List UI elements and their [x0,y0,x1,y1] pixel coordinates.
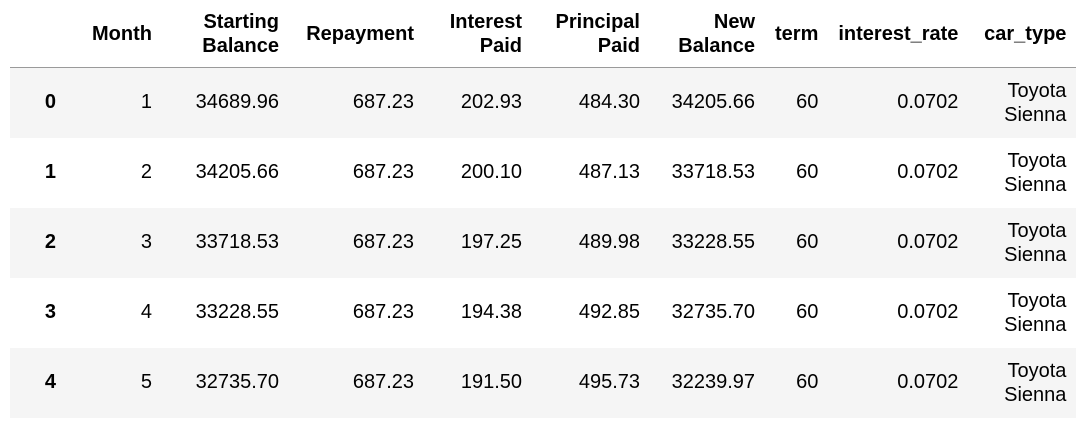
table-cell: 32239.97 [671,371,755,393]
table-cell: 32735.70 [195,371,279,393]
table-body: 0 1 34689.96 687.23 202.93 484.30 34205.66 60 0.… [10,67,1077,418]
row-index: 3 [44,301,56,323]
column-header: Starting Balance [162,0,289,68]
table-cell: 2 [140,161,152,183]
column-header: car_type [968,0,1076,68]
column-header: interest_rate [828,0,968,68]
table-cell: 60 [796,91,819,114]
table-header: Month Starting Balance Repayment Interest Pai… [10,0,1077,68]
column-header-label: Interest [449,10,522,33]
table-cell: 492.85 [578,301,640,323]
table-cell: 687.23 [352,371,414,393]
table-cell: 495.73 [578,371,640,393]
column-header-label: interest_rate [838,22,959,45]
table-cell: 34205.66 [195,161,279,183]
column-header-label: New [713,10,755,33]
table-cell: 484.30 [578,91,640,114]
table-cell: 34689.96 [195,91,279,114]
table-cell: 60 [796,371,819,393]
row-index: 2 [44,231,56,253]
table-row: 1 2 34205.66 687.23 200.10 487.13 33718.53 60 0.… [10,137,1077,208]
table-cell: 197.25 [460,231,522,253]
table-cell: 687.23 [352,161,414,183]
table-cell: 191.50 [460,371,522,393]
index-header [10,0,66,68]
table-cell: Toyota Sienna [1004,219,1067,266]
table-cell: 0.0702 [897,371,959,393]
table-cell: 32735.70 [671,301,755,323]
column-header: New Balance [650,0,765,68]
table-cell: 487.13 [578,161,640,183]
table-cell: 200.10 [460,161,522,183]
table-cell: 60 [796,161,819,183]
column-header-label: Month [92,22,152,45]
table-cell: Toyota Sienna [1004,289,1067,336]
table-row: 4 5 32735.70 687.23 191.50 495.73 32239.97 60 0.… [10,347,1077,418]
column-header-label: term [775,22,819,45]
table-cell: 0.0702 [897,231,959,253]
table-cell: 202.93 [460,91,522,114]
table-cell: 0.0702 [897,161,959,183]
table-cell: 33718.53 [195,231,279,253]
column-header: term [765,0,828,68]
column-header-label: car_type [984,22,1067,45]
row-index: 4 [44,371,56,393]
table-cell: 687.23 [352,91,414,114]
table-cell: 60 [796,301,819,323]
table-cell: 5 [140,371,152,393]
table-cell: Toyota Sienna [1004,149,1067,196]
row-index: 0 [44,91,56,114]
table-cell: 0.0702 [897,91,959,114]
table-cell: 687.23 [352,231,414,253]
column-header: Repayment [289,0,424,68]
column-header-label: Principal [555,10,640,33]
header-row: Month Starting Balance Repayment Interest Pai… [10,0,1077,68]
table-cell: Toyota Sienna [1004,359,1067,406]
table-cell: 1 [140,91,152,114]
table-cell: 33718.53 [671,161,755,183]
table-row: 2 3 33718.53 687.23 197.25 489.98 33228.55 60 0.… [10,207,1077,278]
column-header: Interest Paid [424,0,532,68]
table-cell: 33228.55 [671,231,755,253]
column-header-label: Paid [597,34,640,57]
table-cell: 489.98 [578,231,640,253]
table-cell: 194.38 [460,301,522,323]
dataframe-table: Month Starting Balance Repayment Interest Pai… [10,0,1077,418]
column-header-label: Repayment [306,22,414,45]
table-cell: Toyota Sienna [1004,79,1067,126]
table-row: 0 1 34689.96 687.23 202.93 484.30 34205.66 60 0.… [10,67,1077,138]
column-header-label: Balance [202,34,279,57]
table-cell: 33228.55 [195,301,279,323]
table-cell: 4 [140,301,152,323]
row-index: 1 [44,161,56,183]
column-header-label: Balance [678,34,755,57]
table-cell: 60 [796,231,819,253]
column-header-label: Starting [203,10,279,33]
table-cell: 687.23 [352,301,414,323]
table-cell: 0.0702 [897,301,959,323]
column-header: Month [66,0,162,68]
table-cell: 34205.66 [671,91,755,114]
column-header-label: Paid [479,34,522,57]
table-cell: 3 [140,231,152,253]
column-header: Principal Paid [532,0,650,68]
table-row: 3 4 33228.55 687.23 194.38 492.85 32735.70 60 0.… [10,277,1077,348]
